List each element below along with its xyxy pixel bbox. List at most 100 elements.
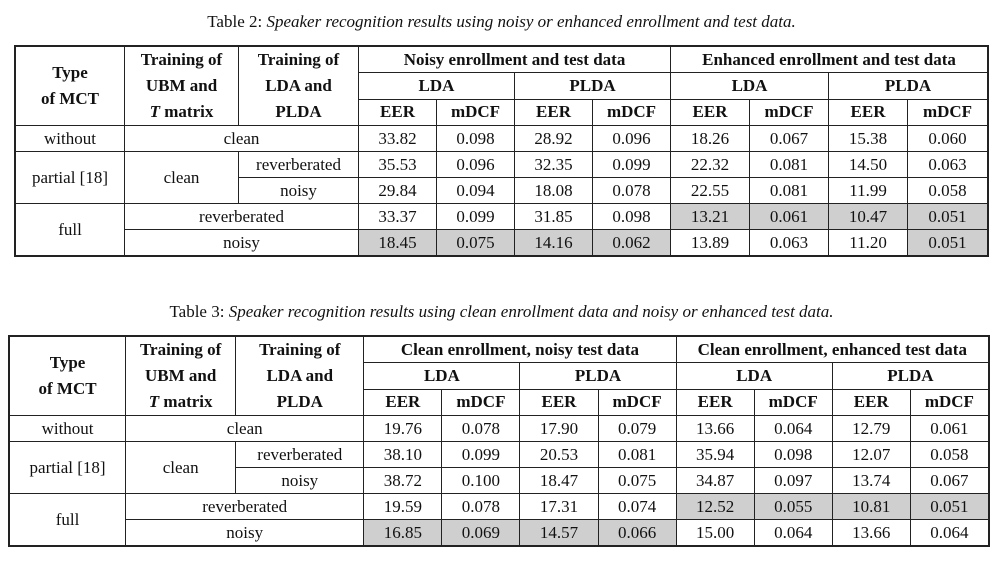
- group-header-noisy-test: Clean enrollment, noisy test data: [363, 335, 677, 364]
- table-row: noisy 18.45 0.075 14.16 0.062 13.89 0.06…: [16, 229, 989, 256]
- value-cell: 0.099: [441, 441, 521, 468]
- lda-condition: noisy: [238, 177, 359, 204]
- value-cell: 0.067: [909, 467, 990, 494]
- eer-header: EER: [363, 388, 443, 417]
- table3-caption: Table 3: Speaker recognition results usi…: [0, 302, 1003, 322]
- value-cell: 0.064: [753, 415, 833, 442]
- best-value-cell: 0.075: [436, 229, 515, 256]
- ubm-header: Training of UBM and T matrix: [125, 336, 237, 416]
- value-cell: 35.53: [358, 151, 437, 178]
- value-cell: 0.099: [591, 151, 672, 178]
- best-value-cell: 0.055: [753, 493, 833, 520]
- value-cell: 28.92: [514, 125, 593, 152]
- value-cell: 22.32: [670, 151, 751, 178]
- table2-caption-text: Speaker recognition results using noisy …: [266, 12, 796, 31]
- mdcf-header: mDCF: [749, 98, 830, 127]
- type-header: Type of MCT: [8, 336, 127, 416]
- table3-caption-text: Speaker recognition results using clean …: [228, 302, 834, 321]
- value-cell: 15.38: [828, 125, 909, 152]
- best-value-cell: 0.066: [597, 519, 677, 546]
- table2-caption-prefix: Table 2:: [207, 12, 263, 31]
- value-cell: 18.26: [670, 125, 751, 152]
- value-cell: 17.31: [519, 493, 599, 520]
- group-header-enhanced: Enhanced enrollment and test data: [670, 45, 989, 74]
- value-cell: 33.37: [358, 203, 437, 230]
- value-cell: 0.081: [749, 151, 830, 178]
- value-cell: 0.058: [909, 441, 990, 468]
- best-value-cell: 0.051: [909, 493, 990, 520]
- value-cell: 0.100: [441, 467, 521, 494]
- mdcf-header: mDCF: [907, 98, 989, 127]
- mdcf-header: mDCF: [436, 98, 515, 127]
- eer-header: EER: [514, 98, 593, 127]
- row-label-full: full: [15, 203, 125, 256]
- value-cell: 11.20: [828, 229, 909, 256]
- value-cell: 0.064: [909, 519, 990, 546]
- eer-header: EER: [675, 388, 755, 417]
- best-value-cell: 14.16: [514, 229, 593, 256]
- best-value-cell: 0.069: [441, 519, 521, 546]
- value-cell: 31.85: [514, 203, 593, 230]
- lda-condition: reverberated: [235, 441, 365, 468]
- training-condition: reverberated: [124, 203, 359, 230]
- value-cell: 0.081: [749, 177, 830, 204]
- table2-caption: Table 2: Speaker recognition results usi…: [0, 12, 1003, 32]
- value-cell: 0.060: [907, 125, 989, 152]
- value-cell: 0.098: [591, 203, 672, 230]
- training-condition: noisy: [125, 519, 365, 546]
- value-cell: 11.99: [828, 177, 909, 204]
- best-value-cell: 10.47: [828, 203, 909, 230]
- row-label-partial: partial [18]: [8, 441, 127, 494]
- best-value-cell: 10.81: [831, 493, 911, 520]
- eer-header: EER: [831, 388, 911, 417]
- value-cell: 0.075: [597, 467, 677, 494]
- value-cell: 0.058: [907, 177, 989, 204]
- value-cell: 13.89: [670, 229, 751, 256]
- value-cell: 0.061: [909, 415, 990, 442]
- eer-header: EER: [519, 388, 599, 417]
- plda-subheader: PLDA: [513, 72, 672, 100]
- ubm-condition: clean: [124, 151, 239, 204]
- table-row: without clean 33.82 0.098 28.92 0.096 18…: [15, 125, 989, 152]
- value-cell: 0.094: [436, 177, 515, 204]
- type-header: Type of MCT: [15, 46, 125, 126]
- group-header-enhanced-test: Clean enrollment, enhanced test data: [675, 335, 990, 364]
- value-cell: 0.063: [749, 229, 830, 256]
- ubm-condition: clean: [125, 441, 237, 494]
- value-cell: 0.078: [591, 177, 672, 204]
- lda-subheader: LDA: [358, 72, 515, 100]
- value-cell: 13.66: [831, 519, 911, 546]
- value-cell: 19.59: [363, 493, 443, 520]
- value-cell: 0.081: [597, 441, 677, 468]
- table-row: noisy 29.84 0.094 18.08 0.078 22.55 0.08…: [16, 177, 989, 204]
- lda-subheader: LDA: [670, 72, 830, 100]
- table2: Type of MCT Training of UBM and T matrix Tr…: [13, 45, 990, 257]
- value-cell: 14.50: [828, 151, 909, 178]
- value-cell: 12.07: [831, 441, 911, 468]
- row-label-full: full: [8, 493, 127, 546]
- value-cell: 0.074: [597, 493, 677, 520]
- table-row: partial [18] clean reverberated 35.53 0.…: [15, 151, 989, 204]
- best-value-cell: 0.062: [591, 229, 672, 256]
- training-condition: clean: [124, 125, 359, 152]
- value-cell: 32.35: [514, 151, 593, 178]
- plda-subheader: PLDA: [831, 362, 990, 390]
- value-cell: 0.096: [591, 125, 672, 152]
- value-cell: 35.94: [675, 441, 755, 468]
- best-value-cell: 13.21: [670, 203, 751, 230]
- value-cell: 19.76: [363, 415, 443, 442]
- mdcf-header: mDCF: [591, 98, 672, 127]
- table3: Type of MCT Training of UBM and T matrix Tr…: [8, 335, 990, 547]
- value-cell: 0.098: [753, 441, 833, 468]
- best-value-cell: 16.85: [363, 519, 443, 546]
- value-cell: 34.87: [675, 467, 755, 494]
- table-row: noisy 16.85 0.069 14.57 0.066 15.00 0.06…: [10, 519, 990, 546]
- table-row: full reverberated 33.37 0.099 31.85 0.09…: [15, 203, 989, 256]
- best-value-cell: 14.57: [519, 519, 599, 546]
- mdcf-header: mDCF: [753, 388, 833, 417]
- best-value-cell: 0.051: [907, 203, 989, 230]
- value-cell: 38.10: [363, 441, 443, 468]
- value-cell: 18.08: [514, 177, 593, 204]
- value-cell: 18.47: [519, 467, 599, 494]
- value-cell: 29.84: [358, 177, 437, 204]
